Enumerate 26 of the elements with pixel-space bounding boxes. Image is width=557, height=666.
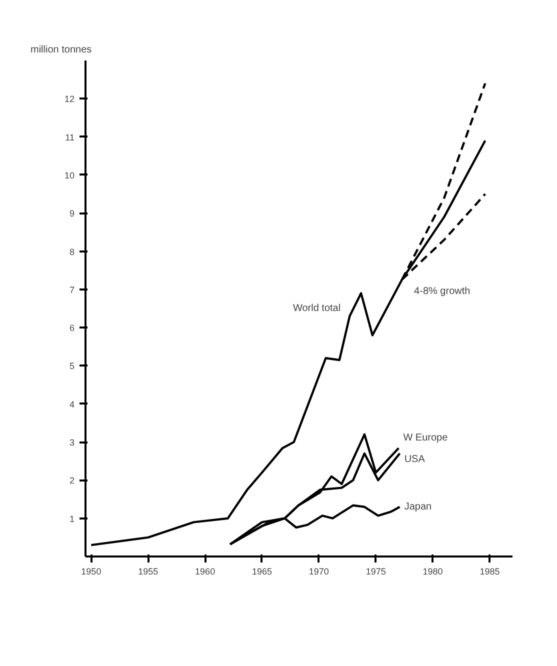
y-tick-label: 7: [69, 284, 75, 295]
y-tick-label: 2: [69, 476, 75, 486]
y-tick-label: 8: [69, 246, 75, 257]
y-tick-label: 4: [69, 399, 75, 410]
x-tick-label: 1955: [138, 566, 158, 576]
series-label: W Europe: [403, 432, 448, 444]
y-tick-label: 12: [64, 94, 75, 104]
y-tick-label: 9: [69, 208, 75, 219]
y-axis-title: million tonnes: [30, 44, 92, 56]
y-tick-label: 3: [69, 438, 75, 448]
y-tick-label: 6: [69, 323, 75, 334]
x-tick-label: 1975: [366, 566, 386, 576]
x-tick-label: 1970: [308, 566, 329, 576]
annotation: 4-8% growth: [414, 286, 470, 298]
x-tick-label: 1965: [252, 566, 272, 576]
x-tick-label: 1980: [422, 566, 443, 576]
y-tick-label: 10: [64, 170, 75, 180]
series-label: World total: [292, 303, 341, 314]
x-tick-label: 1985: [480, 566, 500, 576]
x-tick-label: 1950: [81, 566, 102, 576]
x-tick-label: 1960: [195, 566, 216, 576]
y-tick-label: 1: [69, 514, 75, 524]
series-label: USA: [404, 454, 426, 465]
y-tick-label: 5: [69, 361, 75, 372]
y-tick-label: 11: [65, 132, 74, 142]
series-label: Japan: [404, 501, 432, 512]
